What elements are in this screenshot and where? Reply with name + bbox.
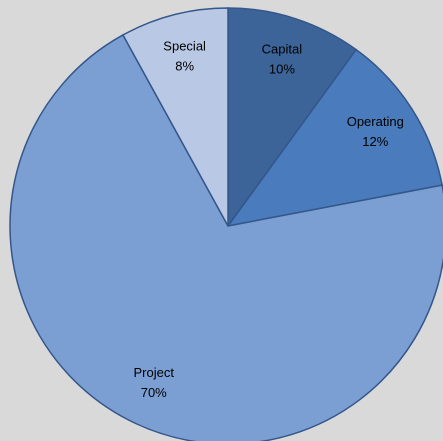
- slice-value-label: 8%: [175, 59, 194, 74]
- slice-label: Operating: [347, 114, 404, 129]
- slice-value-label: 10%: [269, 62, 295, 77]
- pie-slice: [121, 7, 229, 227]
- slice-label: Capital: [262, 42, 303, 57]
- slice-value-label: 70%: [141, 385, 167, 400]
- slice-label: Special: [163, 39, 206, 54]
- pie-slice: [227, 7, 358, 229]
- slice-label: Project: [134, 365, 175, 380]
- pie-slice: [226, 48, 443, 228]
- pie-slice: [9, 33, 443, 441]
- slice-value-label: 12%: [362, 134, 388, 149]
